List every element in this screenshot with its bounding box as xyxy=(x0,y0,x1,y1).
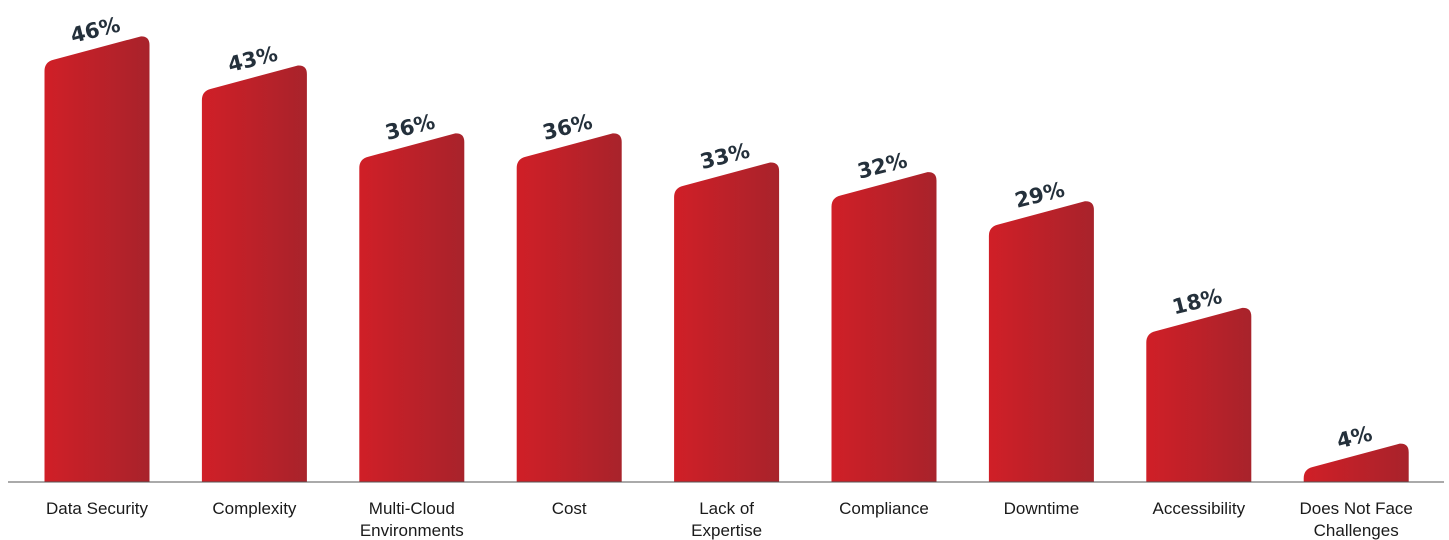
category-label-line: Compliance xyxy=(839,499,929,518)
category-label: Data Security xyxy=(46,499,149,518)
bar-value-label: 43% xyxy=(225,42,280,77)
bar xyxy=(1303,443,1409,482)
category-label: Cost xyxy=(552,499,587,518)
category-label-line: Multi-Cloud xyxy=(369,499,455,518)
category-label: Does Not Face Challenges xyxy=(1300,499,1413,540)
bars-group xyxy=(44,36,1409,483)
bar-value-label: 4% xyxy=(1334,421,1374,453)
category-label-line: Accessibility xyxy=(1153,499,1246,518)
category-label: Complexity xyxy=(212,499,297,518)
category-label-line: Cost xyxy=(552,499,587,518)
bar xyxy=(674,162,780,482)
category-label-line: Expertise xyxy=(691,521,762,540)
bar-value-label: 36% xyxy=(540,109,595,144)
bar xyxy=(831,172,937,482)
bar-value-label: 29% xyxy=(1012,177,1067,212)
category-label-line: Downtime xyxy=(1004,499,1080,518)
category-label-line: Lack of xyxy=(699,499,754,518)
bar xyxy=(516,133,622,482)
bar-value-label: 32% xyxy=(855,148,910,183)
category-label: Lack of Expertise xyxy=(691,499,762,540)
bar xyxy=(201,65,307,483)
category-label-line: Data Security xyxy=(46,499,149,518)
bar xyxy=(44,36,150,482)
value-labels-group: 46% 43% 36% 36% 33% 32% 29% 18% 4% xyxy=(68,13,1375,454)
category-labels-group: Data Security Complexity Multi-Cloud Enviro… xyxy=(46,499,1413,540)
category-label: Compliance xyxy=(839,499,929,518)
bar-value-label: 36% xyxy=(383,109,438,144)
category-label: Accessibility xyxy=(1153,499,1246,518)
bar-value-label: 33% xyxy=(698,139,753,174)
bar xyxy=(988,201,1094,482)
bar xyxy=(359,133,465,482)
category-label-line: Environments xyxy=(360,521,464,540)
bar xyxy=(1146,307,1252,482)
category-label-line: Does Not Face xyxy=(1300,499,1413,518)
category-label: Multi-Cloud Environments xyxy=(360,499,464,540)
category-label: Downtime xyxy=(1004,499,1080,518)
bar-value-label: 46% xyxy=(68,13,123,48)
category-label-line: Complexity xyxy=(212,499,297,518)
bar-value-label: 18% xyxy=(1170,284,1225,319)
category-label-line: Challenges xyxy=(1314,521,1399,540)
